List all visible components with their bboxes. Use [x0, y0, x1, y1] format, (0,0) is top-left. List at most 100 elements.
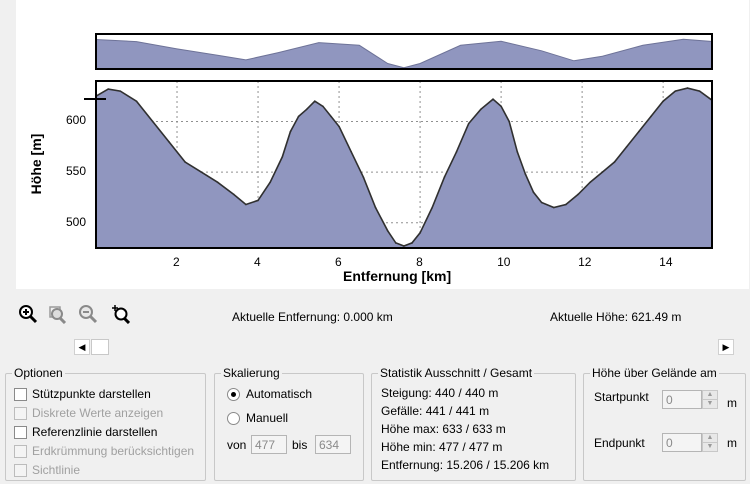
scaling-group: Skalierung Automatisch Manuell von 477 b… — [214, 366, 364, 481]
from-value-field[interactable]: 477 — [251, 435, 287, 454]
end-point-field[interactable]: 0 — [662, 433, 702, 452]
data-point — [297, 115, 300, 118]
data-point — [322, 105, 324, 108]
y-tick-label: 600 — [66, 113, 87, 128]
data-point — [232, 193, 235, 196]
height-above-terrain-group: Höhe über Gelände am Startpunkt 0 ▲ ▼ m E… — [583, 366, 746, 481]
zoom-in-icon[interactable] — [18, 304, 38, 324]
x-tick-label: 10 — [497, 255, 511, 269]
x-tick-label: 12 — [578, 255, 592, 269]
current-distance-readout: Aktuelle Entfernung: 0.000 km — [232, 310, 393, 324]
end-point-spinner[interactable]: ▲ ▼ — [702, 433, 718, 452]
data-point — [625, 145, 628, 148]
data-point — [540, 201, 543, 204]
data-point — [601, 171, 604, 173]
data-point — [107, 88, 109, 90]
data-point — [577, 193, 579, 196]
statistic-line: Gefälle: 441 / 441 m — [381, 404, 490, 418]
scroll-left-button[interactable]: ◀ — [74, 339, 90, 355]
data-point — [216, 181, 219, 184]
option-checkbox[interactable] — [14, 407, 27, 420]
data-point — [492, 98, 494, 101]
data-point — [650, 115, 652, 118]
data-point — [508, 120, 511, 123]
current-height-readout: Aktuelle Höhe: 621.49 m — [550, 310, 682, 324]
data-point — [589, 181, 592, 184]
zoom-out-icon[interactable] — [78, 304, 98, 324]
data-point — [500, 105, 502, 108]
data-point — [467, 122, 470, 125]
option-checkbox[interactable] — [14, 445, 27, 458]
overview-frame — [95, 33, 713, 70]
options-title: Optionen — [12, 366, 65, 380]
data-point — [289, 130, 292, 133]
option-label[interactable]: Referenzlinie darstellen — [32, 425, 158, 439]
data-point — [350, 151, 353, 153]
data-point — [374, 206, 377, 209]
elevation-profile-chart[interactable] — [0, 0, 750, 290]
data-point — [638, 130, 640, 133]
data-point — [257, 199, 259, 202]
to-value-field[interactable]: 634 — [315, 435, 351, 454]
data-point — [168, 140, 170, 143]
data-point — [411, 242, 413, 244]
data-point — [613, 161, 616, 163]
data-point — [338, 125, 340, 128]
start-point-label: Startpunkt — [594, 390, 649, 404]
y-axis-label: Höhe [m] — [28, 133, 44, 195]
x-tick-label: 14 — [659, 255, 673, 269]
manual-scale-radio[interactable] — [227, 412, 240, 425]
data-point — [245, 203, 247, 206]
data-point — [119, 90, 122, 92]
end-point-unit: m — [727, 436, 737, 450]
horizontal-scrollbar[interactable]: ◀ ▶ — [74, 338, 736, 356]
y-tick-label: 550 — [66, 164, 87, 179]
x-tick-label: 8 — [416, 255, 423, 269]
option-checkbox[interactable] — [14, 388, 27, 401]
data-point — [330, 115, 332, 118]
option-checkbox[interactable] — [14, 464, 27, 477]
start-point-field[interactable]: 0 — [662, 390, 702, 409]
data-point — [480, 108, 482, 111]
option-label[interactable]: Sichtlinie — [32, 463, 81, 477]
auto-scale-radio[interactable] — [227, 388, 240, 401]
start-point-spinner[interactable]: ▲ ▼ — [702, 390, 718, 409]
scroll-right-button[interactable]: ▶ — [718, 339, 734, 355]
x-axis-label: Entfernung [km] — [343, 268, 452, 284]
data-point — [431, 206, 434, 209]
scroll-thumb[interactable] — [91, 339, 109, 355]
from-label: von — [227, 438, 247, 452]
data-point — [552, 206, 555, 209]
data-point — [394, 242, 397, 244]
statistic-line: Höhe min: 477 / 477 m — [381, 440, 503, 454]
option-checkbox[interactable] — [14, 426, 27, 439]
data-point — [674, 90, 677, 92]
scaling-title: Skalierung — [221, 366, 282, 380]
data-point — [184, 161, 186, 163]
auto-scale-label[interactable]: Automatisch — [246, 387, 313, 401]
data-point — [532, 191, 535, 194]
plot-frame — [95, 80, 713, 249]
option-label[interactable]: Diskrete Werte anzeigen — [32, 406, 164, 420]
zoom-rect-icon[interactable] — [48, 304, 68, 325]
data-point — [313, 100, 316, 103]
data-point — [455, 151, 458, 153]
data-point — [269, 181, 271, 184]
manual-scale-label[interactable]: Manuell — [246, 411, 289, 425]
x-tick-label: 6 — [335, 255, 342, 269]
option-label[interactable]: Stützpunkte darstellen — [32, 387, 151, 401]
data-point — [281, 156, 284, 158]
data-point — [200, 171, 203, 173]
data-point — [403, 245, 405, 247]
option-label[interactable]: Erdkrümmung berücksichtigen — [32, 444, 195, 458]
statistics-title: Statistik Ausschnitt / Gesamt — [378, 366, 535, 380]
data-point — [698, 90, 701, 92]
x-tick-label: 2 — [173, 255, 180, 269]
data-point — [362, 176, 365, 178]
data-point — [686, 87, 689, 89]
data-point — [524, 173, 527, 175]
data-point — [305, 108, 308, 111]
end-point-label: Endpunkt — [594, 436, 645, 450]
data-point — [565, 203, 567, 206]
zoom-reset-icon[interactable] — [110, 304, 131, 325]
